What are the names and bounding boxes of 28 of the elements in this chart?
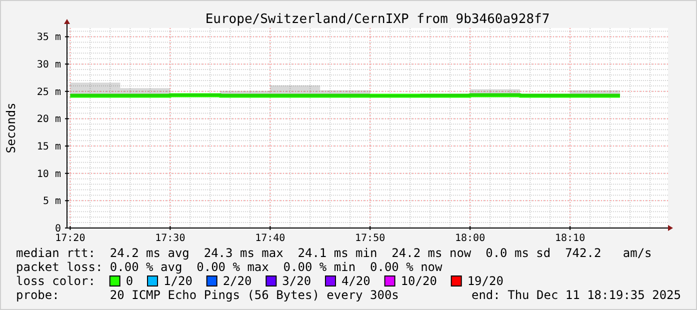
text: median rtt: 24.2 ms avg 24.3 ms max 24.1 ms min 24.2 ms now 0.0 ms sd 742.2 am/s [16, 246, 652, 260]
y-tick-label: 5 m [42, 196, 61, 208]
y-tick-label: 15 m [36, 142, 61, 153]
y-tick-label: 35 m [36, 32, 61, 44]
legend-label: 0 [126, 274, 134, 288]
legend-label: 19/20 [467, 274, 504, 288]
text: packet loss: 0.00 % avg 0.00 % max 0.00 % min 0.00 % now [16, 260, 444, 274]
legend-label: 1/20 [164, 274, 192, 288]
x-tick-label: 18:00 [455, 233, 486, 244]
legend-label: 3/20 [282, 274, 312, 288]
chart-title: Europe/Switzerland/CernIXP from 9b3460a928f7 [205, 12, 550, 27]
x-tick-label: 17:20 [55, 233, 86, 244]
x-tick-label: 18:10 [555, 233, 586, 244]
y-tick-label: 10 m [36, 168, 61, 180]
text: end: Thu Dec 11 18:19:35 2025 [471, 288, 681, 302]
x-tick-label: 17:50 [355, 233, 386, 244]
y-tick-label: 25 m [36, 86, 61, 98]
x-tick-label: 17:40 [255, 233, 286, 244]
text: probe: 20 ICMP Echo Pings (56 Bytes) every 300s [16, 288, 399, 302]
y-tick-label: 30 m [36, 60, 61, 71]
x-tick-label: 17:30 [155, 233, 186, 244]
legend-title: loss color: [16, 274, 96, 288]
legend-label: 2/20 [222, 274, 252, 288]
y-axis-title: Seconds [4, 102, 18, 154]
legend-label: 10/20 [400, 274, 437, 288]
y-tick-label: 0 [54, 224, 61, 234]
legend-label: 4/20 [341, 274, 370, 288]
y-tick-label: 20 m [36, 114, 61, 126]
